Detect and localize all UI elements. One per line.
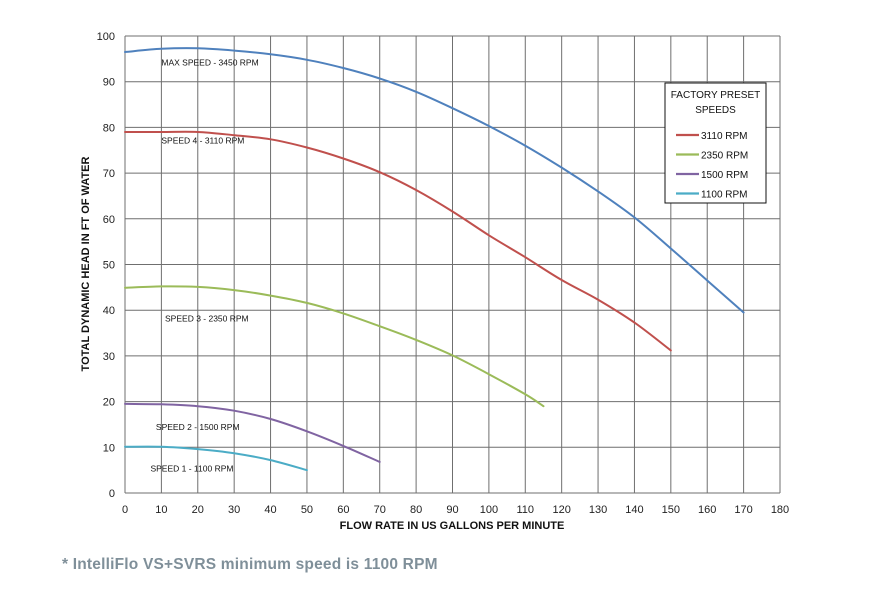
y-tick-label: 100 [97, 31, 115, 43]
x-tick-label: 0 [122, 504, 128, 516]
y-tick-label: 60 [103, 214, 115, 226]
legend-entry-label: 1500 RPM [701, 170, 748, 181]
x-tick-label: 140 [625, 504, 643, 516]
x-tick-label: 100 [480, 504, 498, 516]
y-tick-label: 80 [103, 122, 115, 134]
curve-label-1: MAX SPEED - 3450 RPM [161, 58, 258, 68]
curve-labels: MAX SPEED - 3450 RPM SPEED 4 - 3110 RPM SP… [150, 58, 258, 474]
curve-label-4: SPEED 2 - 1500 RPM [156, 422, 240, 432]
chart-axes: 0 10 20 30 40 50 60 70 80 90 100 110 120 130 140 150 160… [97, 31, 790, 516]
series-line-1 [124, 47, 745, 314]
series-line-2 [124, 130, 672, 352]
y-tick-label: 50 [103, 260, 115, 272]
x-tick-label: 160 [698, 504, 716, 516]
x-tick-label: 40 [264, 504, 276, 516]
series-line-4 [124, 402, 381, 463]
y-tick-label: 30 [103, 351, 115, 363]
x-tick-label: 80 [410, 504, 422, 516]
x-tick-label: 150 [662, 504, 680, 516]
legend-box [664, 82, 767, 204]
x-tick-label: 70 [374, 504, 386, 516]
series-line-5 [124, 445, 308, 472]
series-line-3 [124, 285, 545, 408]
y-tick-label: 0 [109, 488, 115, 500]
y-tick-label: 20 [103, 397, 115, 409]
y-tick-label: 90 [103, 77, 115, 89]
y-tick-label: 40 [103, 305, 115, 317]
curve-label-3: SPEED 3 - 2350 RPM [165, 314, 249, 324]
x-tick-label: 10 [155, 504, 167, 516]
curve-label-5: SPEED 1 - 1100 RPM [150, 464, 233, 474]
legend-title-line: FACTORY PRESET [671, 90, 760, 101]
y-tick-label: 10 [103, 442, 115, 454]
footnote: * IntelliFlo VS+SVRS minimum speed is 11… [62, 556, 438, 573]
x-tick-label: 170 [734, 504, 752, 516]
pump-curve-chart: 0 10 20 30 40 50 60 70 80 90 100 110 120 130 140 150 160… [80, 31, 790, 532]
legend-entry-label: 1100 RPM [701, 190, 748, 201]
chart-legend: FACTORY PRESET SPEEDS 3110 RPM 2350 RPM 1500… [664, 82, 767, 204]
x-tick-label: 20 [192, 504, 204, 516]
legend-entry-label: 3110 RPM [701, 131, 748, 142]
y-tick-label: 70 [103, 168, 115, 180]
curve-label-2: SPEED 4 - 3110 RPM [161, 135, 244, 145]
x-tick-label: 50 [301, 504, 313, 516]
x-tick-label: 130 [589, 504, 607, 516]
x-tick-label: 120 [552, 504, 570, 516]
x-tick-label: 30 [228, 504, 240, 516]
x-axis-title: FLOW RATE IN US GALLONS PER MINUTE [340, 520, 565, 532]
x-tick-label: 110 [517, 504, 535, 516]
x-tick-label: 180 [771, 504, 789, 516]
chart-curves [124, 47, 745, 472]
legend-title-line: SPEEDS [695, 105, 736, 116]
chart-grid [124, 35, 781, 494]
x-tick-label: 60 [337, 504, 349, 516]
x-tick-label: 90 [446, 504, 458, 516]
y-axis-title: TOTAL DYNAMIC HEAD IN FT OF WATER [80, 156, 92, 371]
legend-entry-label: 2350 RPM [701, 151, 748, 162]
